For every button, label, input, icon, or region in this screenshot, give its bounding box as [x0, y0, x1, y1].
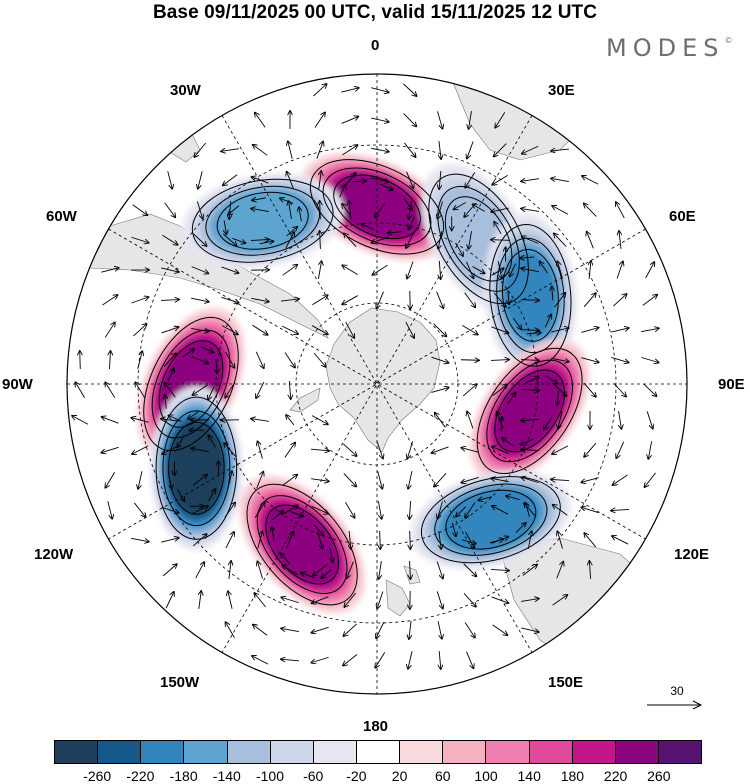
wind-arrow — [191, 420, 209, 421]
reference-vector-arrow — [646, 698, 706, 712]
label-lon-60w: 60W — [46, 208, 77, 225]
colorbar-segment — [314, 741, 357, 763]
colorbar-tick-label: 60 — [435, 768, 451, 784]
label-lon-30e: 30E — [548, 82, 575, 99]
colorbar-tick-label: 180 — [561, 768, 584, 784]
colorbar-tick-label: -220 — [126, 768, 154, 784]
colorbar-segment — [228, 741, 271, 763]
colorbar-tick-label: -140 — [213, 768, 241, 784]
colorbar-segment — [184, 741, 227, 763]
colorbar-tick-label: 220 — [604, 768, 627, 784]
colorbar-segment — [271, 741, 314, 763]
label-lon-150w: 150W — [160, 674, 199, 691]
label-lon-90e: 90E — [718, 376, 745, 393]
wind-arrow — [491, 240, 509, 241]
wind-arrow — [410, 291, 411, 309]
label-lon-120w: 120W — [34, 546, 73, 563]
reference-vector-label: 30 — [662, 684, 692, 698]
colorbar-segment — [486, 741, 529, 763]
page-title: Base 09/11/2025 00 UTC, valid 15/11/2025… — [0, 2, 750, 24]
anomaly-contour-fill — [171, 428, 221, 508]
label-lon-150e: 150E — [548, 674, 583, 691]
brand-name: MODES — [606, 34, 724, 62]
colorbar-segment — [400, 741, 443, 763]
colorbar-segment — [616, 741, 659, 763]
colorbar-segment — [55, 741, 98, 763]
brand-logo: MODES© — [606, 34, 732, 62]
label-lon-60e: 60E — [669, 208, 696, 225]
colorbar-segment — [530, 741, 573, 763]
colorbar-tick-label: -100 — [256, 768, 284, 784]
colorbar-tick-label: 260 — [647, 768, 670, 784]
colorbar-segment — [98, 741, 141, 763]
wind-arrow — [80, 351, 81, 369]
brand-mark: © — [724, 36, 732, 45]
colorbar-segment — [659, 741, 701, 763]
colorbar-segment — [443, 741, 486, 763]
colorbar-tick-label: -260 — [83, 768, 111, 784]
colorbar-tick-label: 20 — [392, 768, 408, 784]
label-lon-0: 0 — [371, 37, 379, 54]
colorbar-segment — [573, 741, 616, 763]
colorbar-tick-label: 140 — [518, 768, 541, 784]
colorbar-tick-label: -20 — [346, 768, 366, 784]
colorbar-segment — [357, 741, 400, 763]
colorbar-segment — [141, 741, 184, 763]
label-lon-120e: 120E — [674, 546, 709, 563]
colorbar-tick-label: 100 — [474, 768, 497, 784]
colorbar — [54, 740, 702, 764]
colorbar-tick-label: -180 — [170, 768, 198, 784]
label-lon-30w: 30W — [170, 82, 201, 99]
colorbar-tick-label: -60 — [303, 768, 323, 784]
label-lon-180: 180 — [363, 718, 388, 735]
label-lon-90w: 90W — [2, 376, 33, 393]
